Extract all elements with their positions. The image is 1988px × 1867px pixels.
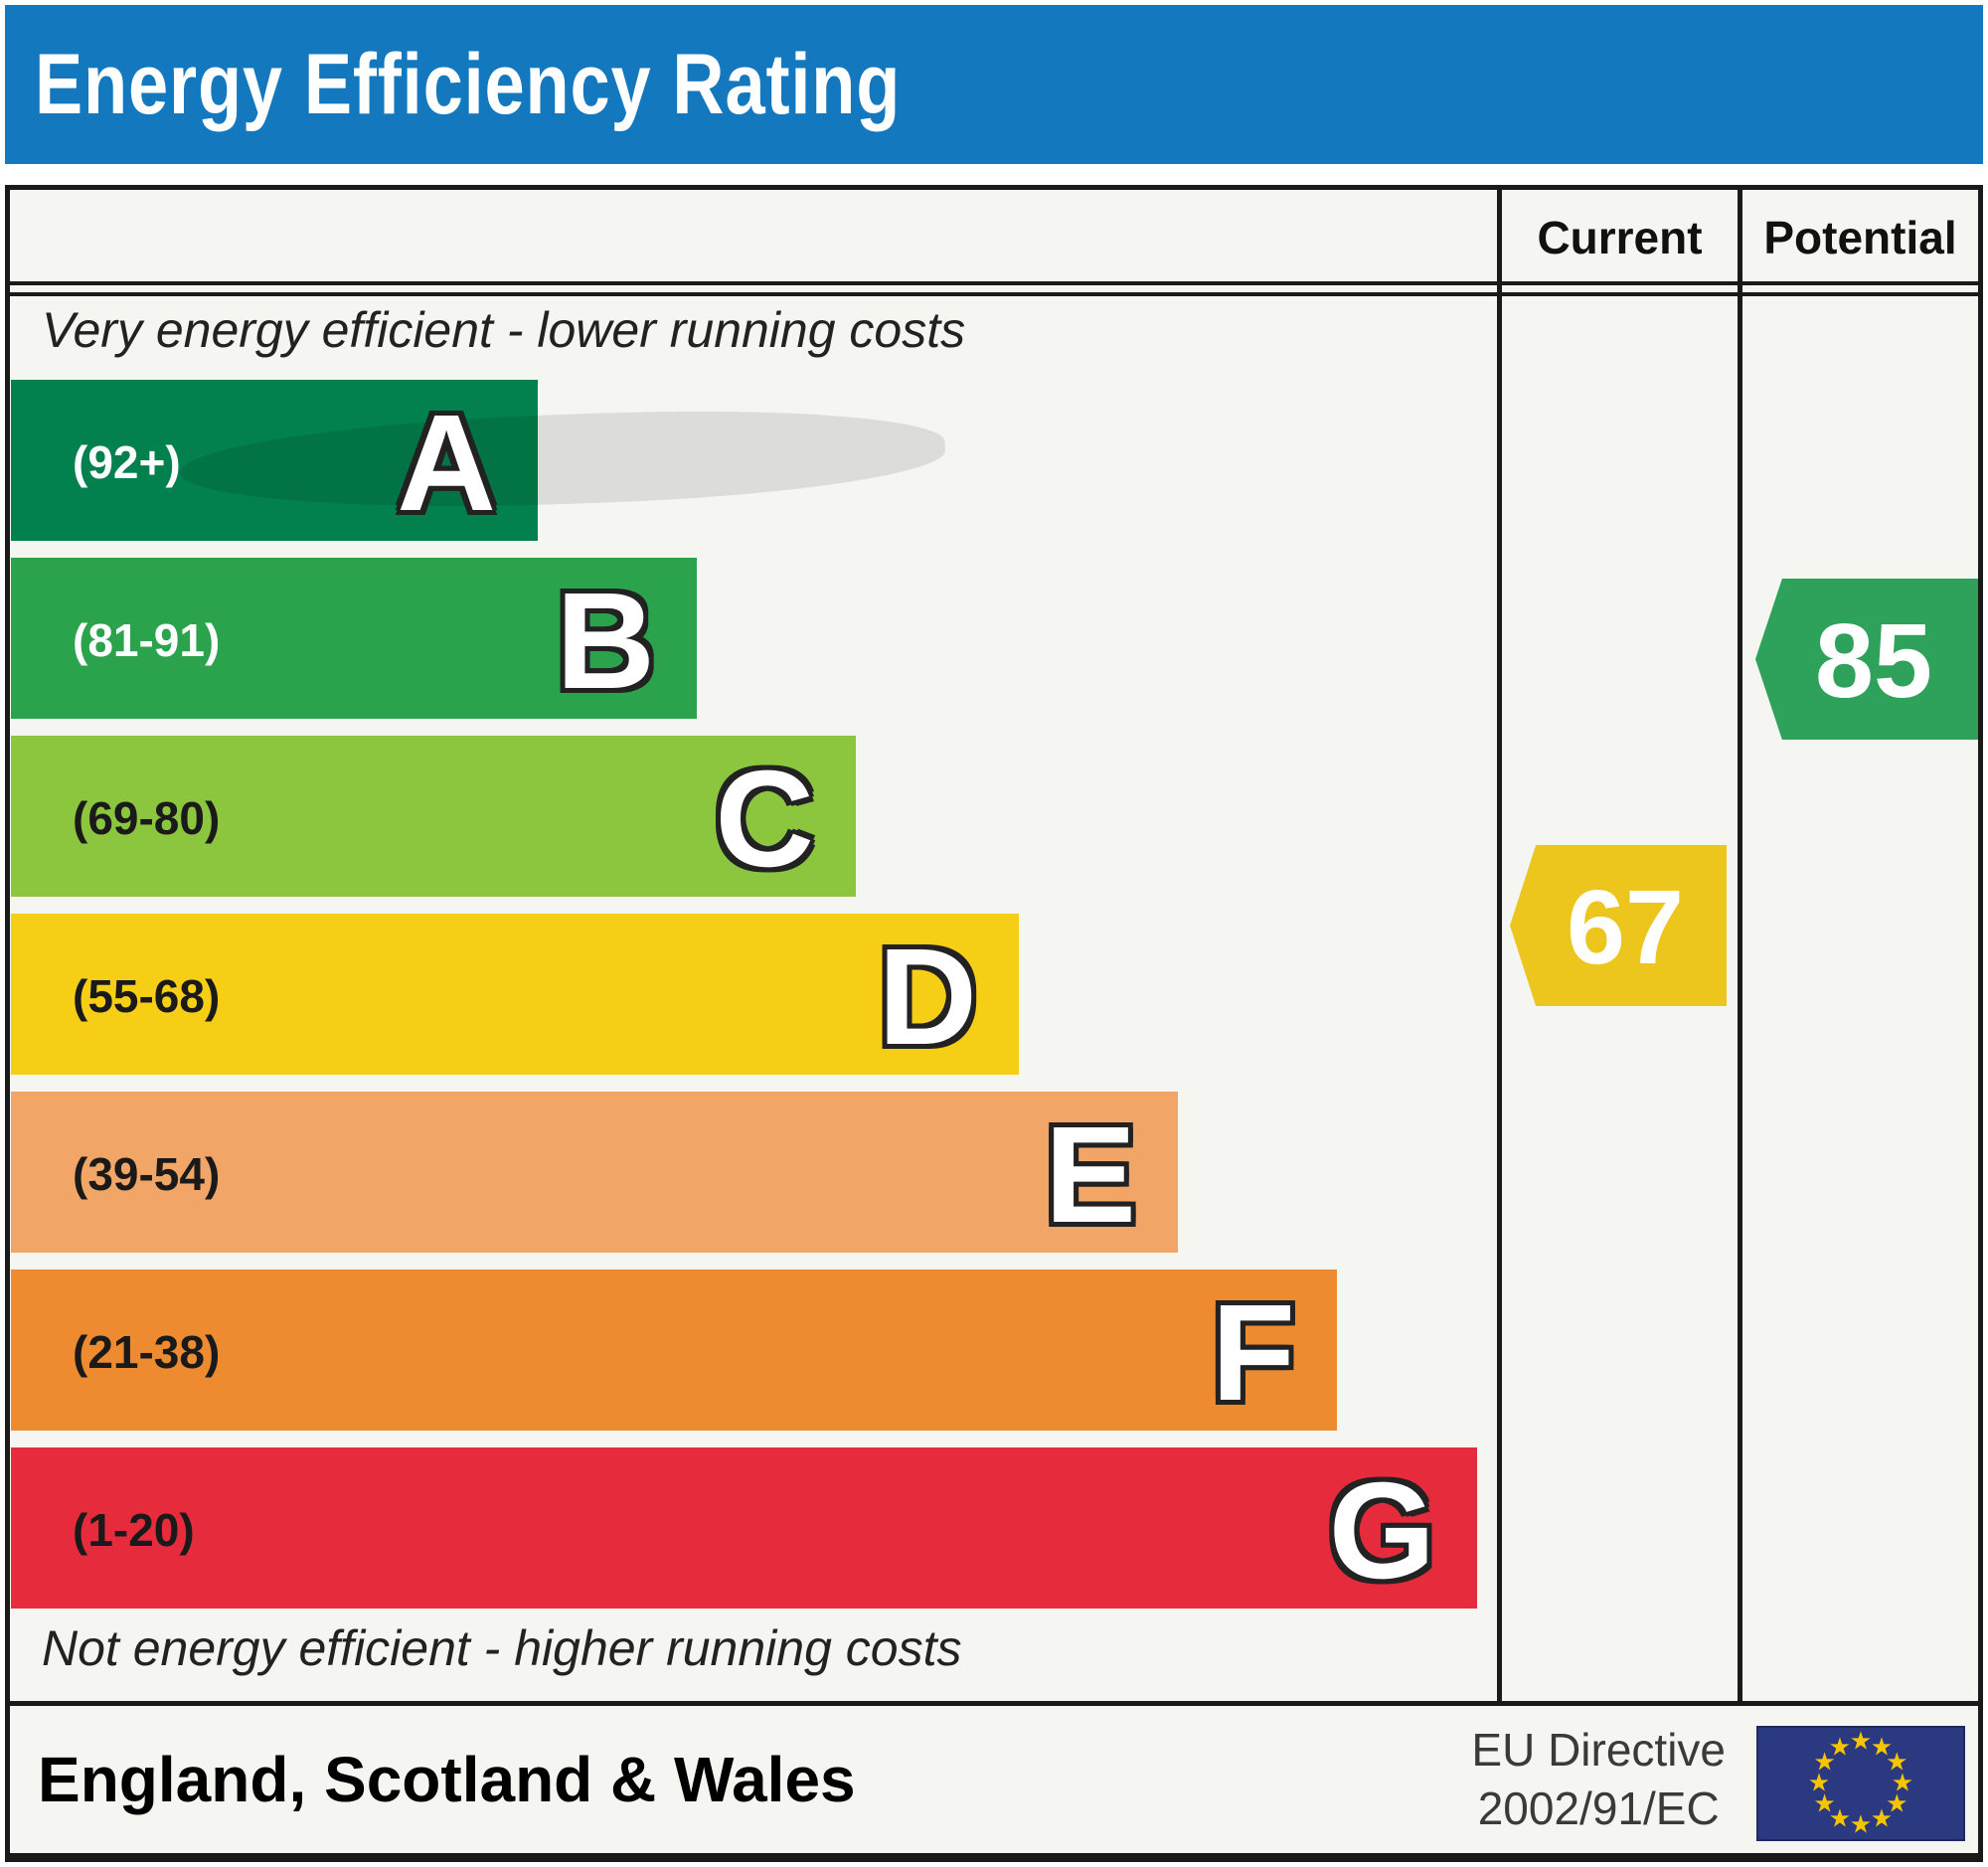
current-rating-value: 67 (1567, 869, 1684, 986)
eu-directive-label: EU Directive 2002/91/EC (1471, 1721, 1726, 1838)
rating-band-d: (55-68) D (11, 914, 1019, 1075)
bottom-note: Not energy efficient - higher running co… (42, 1620, 962, 1676)
potential-column-divider (1738, 190, 1742, 1701)
eu-directive-line1: EU Directive (1471, 1724, 1726, 1777)
eu-star-icon: ★ (1849, 1727, 1873, 1756)
title-bar: Energy Efficiency Rating (5, 5, 1983, 164)
eu-star-icon: ★ (1828, 1733, 1852, 1762)
band-letter: C (715, 743, 814, 896)
eu-directive-line2: 2002/91/EC (1477, 1782, 1720, 1834)
band-a-watermark (178, 401, 947, 518)
potential-rating-marker: 85 (1755, 579, 1978, 740)
region-label: England, Scotland & Wales (38, 1744, 856, 1815)
top-note: Very energy efficient - lower running co… (42, 302, 966, 358)
band-letter: G (1328, 1454, 1435, 1608)
band-letter: D (878, 921, 977, 1074)
rating-band-a: (92+) A (11, 380, 947, 541)
header-rule-inner (10, 292, 1978, 296)
current-column-divider (1497, 190, 1502, 1701)
eu-star-icon: ★ (1828, 1804, 1852, 1833)
rating-band-b: (81-91) B (11, 558, 697, 719)
band-range-label: (92+) (73, 436, 181, 488)
potential-rating-value: 85 (1815, 602, 1932, 720)
band-letter: F (1211, 1276, 1295, 1430)
footer: England, Scotland & Wales EU Directive 2… (5, 1706, 1983, 1862)
eu-star-icon: ★ (1886, 1789, 1908, 1818)
eu-star-icon: ★ (1870, 1804, 1894, 1833)
band-letter: B (556, 565, 655, 718)
band-range-label: (39-54) (73, 1148, 221, 1200)
rating-band-g: (1-20) G (11, 1447, 1477, 1609)
header-rule-outer (10, 281, 1978, 285)
band-letter: E (1044, 1099, 1136, 1252)
eu-star-icon: ★ (1886, 1748, 1908, 1777)
eu-star-icon: ★ (1870, 1733, 1894, 1762)
band-range-label: (81-91) (73, 614, 221, 666)
band-range-label: (21-38) (73, 1326, 221, 1378)
eu-star-icon: ★ (1849, 1810, 1873, 1839)
current-rating-marker: 67 (1510, 845, 1727, 1006)
rating-band-e: (39-54) E (11, 1092, 1178, 1253)
page-title: Energy Efficiency Rating (35, 37, 902, 132)
band-range-label: (55-68) (73, 970, 221, 1022)
eu-star-icon: ★ (1813, 1748, 1836, 1777)
rating-band-f: (21-38) F (11, 1270, 1337, 1431)
rating-band-c: (69-80) C (11, 736, 856, 897)
current-column-header: Current (1537, 212, 1703, 263)
eu-star-icon: ★ (1807, 1769, 1831, 1797)
eu-star-icon: ★ (1813, 1789, 1836, 1818)
rating-table: Current Potential Very energy efficient … (5, 185, 1983, 1706)
eu-star-icon: ★ (1891, 1769, 1914, 1797)
band-range-label: (69-80) (73, 792, 221, 844)
band-range-label: (1-20) (73, 1504, 195, 1556)
band-letter: A (397, 387, 496, 540)
eu-flag-icon: ★ ★ ★ ★ ★ ★ ★ ★ ★ ★ ★ ★ (1756, 1726, 1965, 1841)
potential-column-header: Potential (1763, 212, 1957, 263)
